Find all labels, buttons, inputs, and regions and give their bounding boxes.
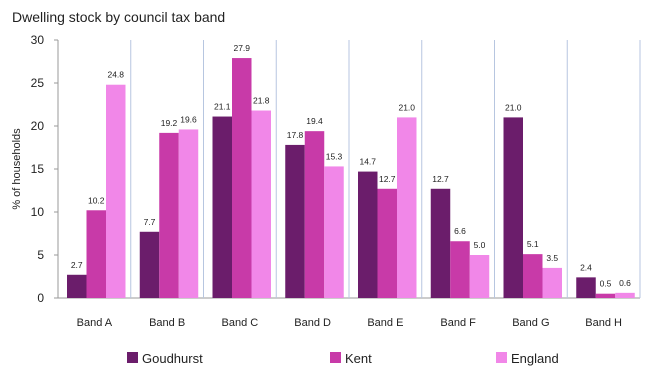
y-tick-label: 25 bbox=[31, 76, 45, 90]
x-tick-label: Band C bbox=[222, 317, 259, 329]
bar-goudhurst-band-a bbox=[67, 274, 87, 298]
data-label: 24.8 bbox=[107, 70, 124, 80]
data-label: 21.0 bbox=[398, 102, 415, 112]
data-label: 6.6 bbox=[454, 226, 466, 236]
data-label: 10.2 bbox=[88, 195, 105, 205]
legend-swatch-goudhurst bbox=[127, 352, 138, 363]
bar-goudhurst-band-c bbox=[212, 116, 232, 298]
bar-goudhurst-band-b bbox=[139, 231, 160, 298]
x-tick-label: Band A bbox=[77, 317, 113, 329]
y-axis-label: % of households bbox=[11, 128, 23, 210]
bar-kent-band-a bbox=[86, 210, 106, 298]
bar-kent-band-f bbox=[450, 241, 470, 298]
data-label: 5.1 bbox=[527, 239, 539, 249]
bar-england-band-e bbox=[397, 117, 417, 299]
x-tick-label: Band D bbox=[294, 317, 331, 329]
y-ticks: 0 5 10 15 20 25 30 bbox=[31, 33, 58, 305]
bar-kent-band-c bbox=[232, 58, 252, 299]
x-tick-label: Band H bbox=[585, 317, 622, 329]
data-labels: 2.77.721.117.814.712.721.02.410.219.227.… bbox=[71, 43, 631, 289]
bar-goudhurst-band-d bbox=[285, 144, 305, 298]
legend-label-goudhurst: Goudhurst bbox=[142, 351, 203, 366]
data-label: 2.4 bbox=[580, 262, 592, 272]
x-tick-label: Band B bbox=[149, 317, 185, 329]
gridlines bbox=[130, 40, 641, 298]
data-label: 0.6 bbox=[619, 278, 631, 288]
data-label: 0.5 bbox=[600, 279, 612, 289]
data-label: 21.8 bbox=[253, 96, 270, 106]
x-tick-label: Band G bbox=[512, 317, 549, 329]
data-label: 5.0 bbox=[474, 240, 486, 250]
bar-kent-band-h bbox=[595, 293, 616, 298]
bars bbox=[67, 58, 635, 299]
data-label: 21.0 bbox=[505, 102, 522, 112]
x-tick-label: Band E bbox=[367, 317, 403, 329]
bar-england-band-a bbox=[106, 84, 126, 298]
legend-label-kent: Kent bbox=[345, 351, 372, 366]
bar-england-band-f bbox=[469, 255, 490, 298]
data-label: 19.6 bbox=[180, 114, 197, 124]
bar-kent-band-g bbox=[523, 254, 543, 298]
bar-kent-band-e bbox=[377, 188, 397, 298]
legend-swatch-england bbox=[496, 352, 507, 363]
bar-england-band-d bbox=[324, 166, 344, 298]
data-label: 19.2 bbox=[161, 118, 178, 128]
y-tick-label: 15 bbox=[31, 162, 45, 176]
bar-goudhurst-band-e bbox=[358, 171, 378, 298]
bar-goudhurst-band-g bbox=[503, 117, 523, 299]
bar-kent-band-b bbox=[159, 132, 179, 298]
legend: Goudhurst Kent England bbox=[127, 351, 559, 366]
data-label: 7.7 bbox=[144, 217, 156, 227]
bar-england-band-h bbox=[615, 292, 635, 298]
data-label: 17.8 bbox=[287, 130, 304, 140]
data-label: 2.7 bbox=[71, 260, 83, 270]
bar-goudhurst-band-h bbox=[576, 277, 596, 298]
y-tick-label: 10 bbox=[31, 205, 45, 219]
chart-title: Dwelling stock by council tax band bbox=[12, 9, 225, 25]
y-tick-label: 30 bbox=[31, 33, 45, 47]
legend-swatch-kent bbox=[330, 352, 341, 363]
bar-goudhurst-band-f bbox=[430, 188, 451, 298]
y-tick-label: 0 bbox=[37, 291, 44, 305]
legend-label-england: England bbox=[511, 351, 559, 366]
y-tick-label: 5 bbox=[37, 248, 44, 262]
bar-england-band-g bbox=[542, 267, 562, 298]
data-label: 15.3 bbox=[326, 151, 343, 161]
x-ticks: Band A Band B Band C Band D Band E Band F Band… bbox=[77, 317, 622, 329]
data-label: 12.7 bbox=[379, 174, 396, 184]
bar-england-band-c bbox=[251, 110, 271, 299]
bar-england-band-b bbox=[178, 129, 199, 298]
y-tick-label: 20 bbox=[31, 119, 45, 133]
x-tick-label: Band F bbox=[440, 317, 476, 329]
data-label: 21.1 bbox=[214, 102, 231, 112]
data-label: 27.9 bbox=[233, 43, 250, 53]
data-label: 14.7 bbox=[359, 157, 376, 167]
data-label: 3.5 bbox=[546, 253, 558, 263]
data-label: 19.4 bbox=[306, 116, 323, 126]
bar-kent-band-d bbox=[304, 131, 325, 298]
data-label: 12.7 bbox=[432, 174, 449, 184]
